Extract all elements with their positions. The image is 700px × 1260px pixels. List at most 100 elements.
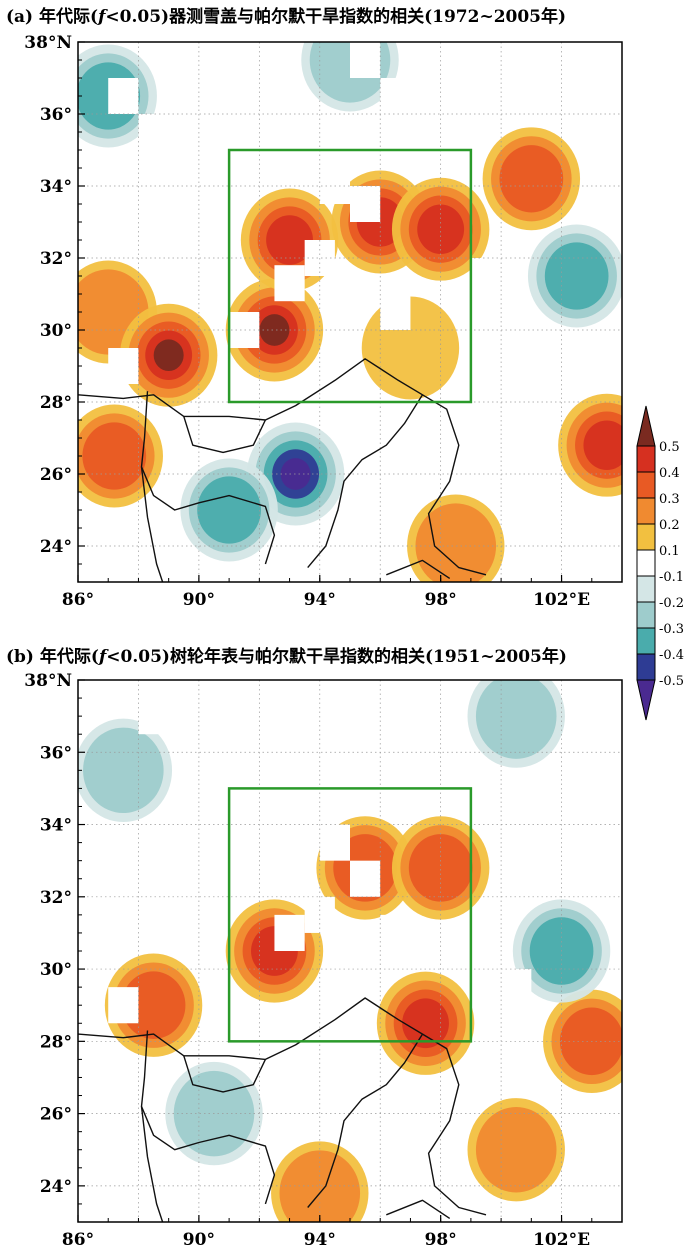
missing-data-cell <box>108 987 139 1024</box>
lat-tick-label: 28° <box>40 393 72 413</box>
missing-data-cell <box>289 716 320 753</box>
missing-data-cell <box>274 914 305 951</box>
lat-tick-label: 32° <box>40 888 72 908</box>
colorbar-segment <box>636 471 656 499</box>
missing-data-cell <box>198 276 230 312</box>
missing-data-cell <box>319 824 350 861</box>
missing-data-cell <box>350 860 381 897</box>
colorbar-label: -0.1 <box>659 570 684 585</box>
lat-tick-label: 30° <box>40 960 72 980</box>
lat-tick-label: 30° <box>40 321 72 341</box>
national-border-line <box>140 1106 164 1222</box>
missing-data-cell <box>108 348 139 384</box>
correlation-contour-b <box>559 1007 622 1076</box>
national-border-line <box>422 1033 487 1216</box>
lon-tick-label: 98° <box>425 590 457 610</box>
lat-tick-label: 34° <box>40 177 72 197</box>
missing-data-cell <box>380 914 411 951</box>
missing-data-cell <box>93 204 124 240</box>
national-border-line <box>78 997 424 1208</box>
lat-tick-label: 36° <box>40 743 72 763</box>
missing-data-cell <box>380 78 411 114</box>
lon-tick-label: 90° <box>183 590 215 610</box>
panel-b-axis-ticks: 86° 90° 94° 98° 102°E 24° 26° 28° 30° 32° 34° 36° 38… <box>24 671 593 1250</box>
correlation-contour-a <box>266 215 313 265</box>
colorbar-segment <box>636 601 656 629</box>
lon-tick-label: 102°E <box>533 590 590 610</box>
national-border-line <box>386 1199 451 1219</box>
correlation-contour-a <box>417 204 465 254</box>
lat-tick-label: 32° <box>40 249 72 269</box>
panel-b-study-region-box <box>227 787 473 1043</box>
colorbar-label: -0.3 <box>659 622 684 637</box>
panel-a-gridlines <box>78 42 622 582</box>
colorbar-segment <box>636 679 656 721</box>
missing-data-cell <box>470 788 502 825</box>
lon-tick-label: 86° <box>62 1230 94 1250</box>
lat-tick-label: 38°N <box>24 671 72 691</box>
national-border-line <box>183 416 267 454</box>
colorbar-label: 0.4 <box>659 466 680 481</box>
colorbar-segment <box>636 445 656 473</box>
missing-data-cell <box>138 114 169 150</box>
panel-b: (b) 年代际(f<0.05)树轮年表与帕尔默干旱指数的相关(1951~2005… <box>6 646 623 1250</box>
colorbar-segment <box>636 405 656 447</box>
national-border-line <box>386 559 451 579</box>
national-border-line <box>140 391 276 565</box>
missing-data-cell <box>274 265 305 302</box>
correlation-contour-a <box>415 503 497 582</box>
colorbar-segment <box>636 523 656 551</box>
missing-data-cell <box>501 337 532 374</box>
correlation-contour-a <box>583 420 622 470</box>
missing-data-cell <box>244 85 275 122</box>
panel-a: (a) 年代际(f<0.05)器测雪盖与帕尔默干旱指数的相关(1972~2005… <box>6 6 623 610</box>
colorbar-label: 0.1 <box>659 544 680 559</box>
missing-data-cell <box>501 969 532 1006</box>
panel-a-correlation-field <box>78 42 622 582</box>
panel-b-correlation-field <box>78 680 622 1222</box>
colorbar-label: 0.2 <box>659 518 680 533</box>
lon-tick-label: 94° <box>304 1230 336 1250</box>
national-border-line <box>140 466 164 582</box>
correlation-contour-a <box>280 458 311 490</box>
colorbar-segment <box>636 549 656 577</box>
panel-b-map <box>78 680 622 1222</box>
missing-data-cell <box>350 186 381 222</box>
panel-a-study-region-box <box>227 148 473 404</box>
national-border-line <box>78 358 424 569</box>
missing-data-cell <box>198 896 230 933</box>
lon-tick-label: 102°E <box>533 1230 590 1250</box>
missing-data-cell <box>138 698 169 735</box>
panel-b-title: (b) 年代际(f<0.05)树轮年表与帕尔默干旱指数的相关(1951~2005… <box>6 646 567 667</box>
correlation-contour-a <box>82 422 147 490</box>
colorbar-label: 0.5 <box>659 440 680 455</box>
colorbar-label: -0.4 <box>659 648 684 663</box>
lon-tick-label: 90° <box>183 1230 215 1250</box>
lon-tick-label: 98° <box>425 1230 457 1250</box>
correlation-contour-a <box>197 476 261 544</box>
lat-tick-label: 24° <box>40 537 72 557</box>
correlation-contour-a <box>499 145 564 213</box>
correlation-contour-b <box>402 998 449 1049</box>
lat-tick-label: 26° <box>40 465 72 485</box>
colorbar-segment <box>636 627 656 655</box>
panel-a-border-lines <box>78 358 487 582</box>
missing-data-cell <box>229 680 260 717</box>
panel-b-missing-data-cells <box>108 680 532 1024</box>
colorbar-segment <box>636 653 656 681</box>
lat-tick-label: 34° <box>40 816 72 836</box>
national-border-line <box>183 1055 267 1093</box>
panel-a-title: (a) 年代际(f<0.05)器测雪盖与帕尔默干旱指数的相关(1972~2005… <box>6 6 566 27</box>
correlation-contour-b <box>475 680 557 759</box>
missing-data-cell <box>380 294 411 330</box>
panel-a-missing-data-cells <box>93 42 562 384</box>
lat-tick-label: 24° <box>40 1177 72 1197</box>
lat-tick-label: 28° <box>40 1032 72 1052</box>
correlation-contour-b <box>279 1150 361 1222</box>
correlation-contour-b <box>408 834 473 902</box>
missing-data-cell <box>531 42 562 78</box>
lat-tick-label: 26° <box>40 1105 72 1125</box>
colorbar-segment <box>636 575 656 603</box>
missing-data-cell <box>198 60 230 96</box>
